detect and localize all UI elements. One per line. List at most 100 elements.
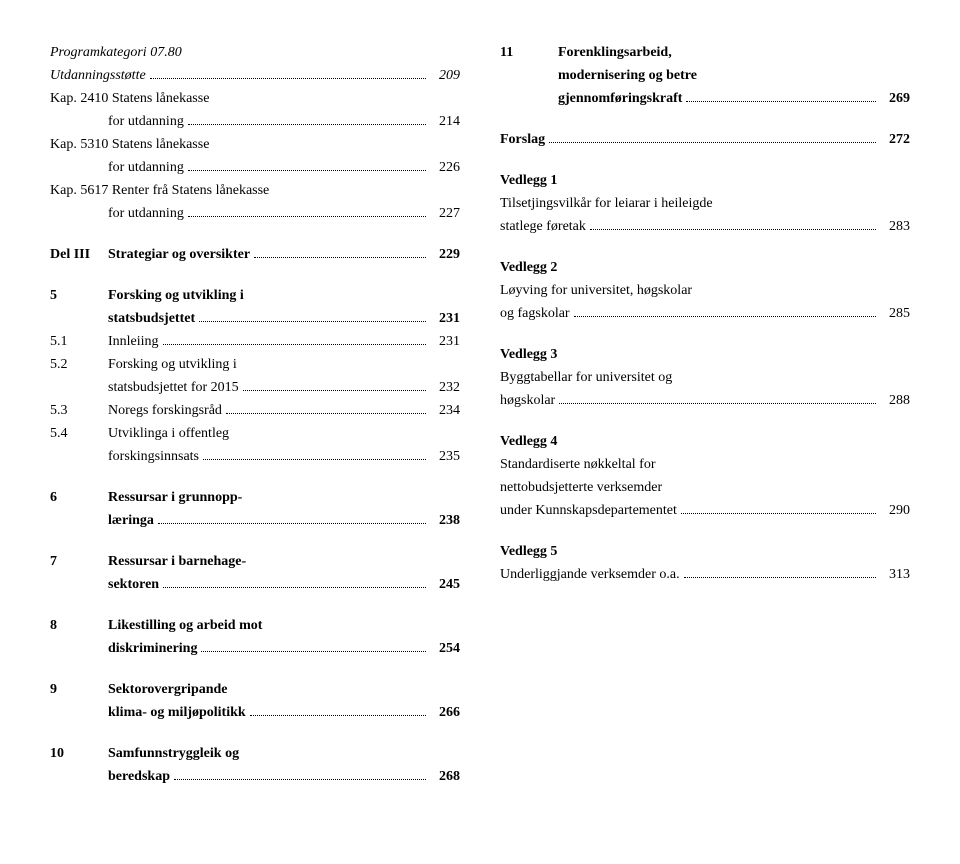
toc-text: Programkategori 07.80 — [50, 42, 182, 63]
toc-line: nettobudsjetterte verksemder — [500, 477, 910, 498]
toc-text: Forsking og utvikling i — [108, 285, 244, 306]
toc-dots — [250, 715, 426, 716]
toc-section-label: 11 — [500, 42, 558, 63]
toc-line: 6Ressursar i grunnopp- — [50, 487, 460, 508]
toc-text: Ressursar i barnehage- — [108, 551, 246, 572]
toc-line: 10Samfunnstryggleik og — [50, 743, 460, 764]
toc-text: Forenklingsarbeid, — [558, 42, 672, 63]
toc-section-label: 5.2 — [50, 354, 108, 375]
toc-gap — [50, 469, 460, 485]
toc-page: 238 — [430, 510, 460, 531]
toc-line: Vedlegg 5 — [500, 541, 910, 562]
toc-line: for utdanning226 — [50, 157, 460, 178]
toc-gap — [500, 523, 910, 539]
toc-text: høgskolar — [500, 390, 555, 411]
toc-page: 209 — [430, 65, 460, 86]
toc-gap — [500, 239, 910, 255]
toc-section-label: 6 — [50, 487, 108, 508]
toc-line: Kap. 2410 Statens lånekasse — [50, 88, 460, 109]
toc-dots — [163, 587, 426, 588]
toc-text: Underliggjande verksemder o.a. — [500, 564, 680, 585]
toc-text: Vedlegg 4 — [500, 431, 557, 452]
toc-dots — [574, 316, 876, 317]
toc-line: 8Likestilling og arbeid mot — [50, 615, 460, 636]
toc-page: 288 — [880, 390, 910, 411]
toc-line: Tilsetjingsvilkår for leiarar i heileigd… — [500, 193, 910, 214]
toc-text: for utdanning — [108, 157, 184, 178]
toc-gap — [500, 152, 910, 168]
toc-dots — [681, 513, 876, 514]
toc-page: 231 — [430, 308, 460, 329]
toc-line: Kap. 5617 Renter frå Statens lånekasse — [50, 180, 460, 201]
toc-line: 5Forsking og utvikling i — [50, 285, 460, 306]
toc-line: Vedlegg 1 — [500, 170, 910, 191]
toc-text: sektoren — [108, 574, 159, 595]
toc-line: Kap. 5310 Statens lånekasse — [50, 134, 460, 155]
toc-page: 234 — [430, 400, 460, 421]
toc-section-label: Del III — [50, 244, 108, 265]
toc-text: for utdanning — [108, 111, 184, 132]
toc-text: Innleiing — [108, 331, 159, 352]
toc-text: Sektorovergripande — [108, 679, 228, 700]
toc-line: Programkategori 07.80 — [50, 42, 460, 63]
toc-page: 235 — [430, 446, 460, 467]
toc-section-label: 5 — [50, 285, 108, 306]
toc-line: 9Sektorovergripande — [50, 679, 460, 700]
toc-text: forskingsinnsats — [108, 446, 199, 467]
toc-text: for utdanning — [108, 203, 184, 224]
toc-section-label: 8 — [50, 615, 108, 636]
toc-dots — [150, 78, 426, 79]
toc-line: Byggtabellar for universitet og — [500, 367, 910, 388]
toc-text: Utdanningsstøtte — [50, 65, 146, 86]
toc-page: 272 — [880, 129, 910, 150]
toc-dots — [686, 101, 876, 102]
toc-page: 232 — [430, 377, 460, 398]
toc-line: for utdanning 227 — [50, 203, 460, 224]
toc-page: 227 — [430, 203, 460, 224]
toc-dots — [590, 229, 876, 230]
toc-section-label: 5.4 — [50, 423, 108, 444]
toc-page: 254 — [430, 638, 460, 659]
toc-text: Noregs forskingsråd — [108, 400, 222, 421]
toc-text: Vedlegg 5 — [500, 541, 557, 562]
toc-gap — [50, 533, 460, 549]
toc-line: Standardiserte nøkkeltal for — [500, 454, 910, 475]
toc-text: statsbudsjettet — [108, 308, 195, 329]
toc-gap — [500, 111, 910, 127]
toc-line: sektoren 245 — [50, 574, 460, 595]
toc-text: Strategiar og oversikter — [108, 244, 250, 265]
toc-line: statsbudsjettet for 2015232 — [50, 377, 460, 398]
toc-line: gjennomføringskraft269 — [500, 88, 910, 109]
toc-text: Likestilling og arbeid mot — [108, 615, 262, 636]
toc-page: 313 — [880, 564, 910, 585]
toc-line: Vedlegg 4 — [500, 431, 910, 452]
toc-text: diskriminering — [108, 638, 197, 659]
toc-dots — [203, 459, 426, 460]
toc-text: Forsking og utvikling i — [108, 354, 237, 375]
toc-text: Samfunnstryggleik og — [108, 743, 239, 764]
toc-section-label: 5.3 — [50, 400, 108, 421]
toc-text: Utviklinga i offentleg — [108, 423, 229, 444]
toc-line: Forslag 272 — [500, 129, 910, 150]
toc-page: 245 — [430, 574, 460, 595]
toc-page: 268 — [430, 766, 460, 787]
toc-line: 5.4Utviklinga i offentleg — [50, 423, 460, 444]
toc-text: Byggtabellar for universitet og — [500, 367, 672, 388]
toc-dots — [684, 577, 876, 578]
toc-text: Kap. 2410 Statens lånekasse — [50, 88, 209, 109]
toc-line: Løyving for universitet, høgskolar — [500, 280, 910, 301]
toc-page: 266 — [430, 702, 460, 723]
toc-columns: Programkategori 07.80Utdanningsstøtte 209… — [50, 40, 910, 789]
toc-text: under Kunnskapsdepartementet — [500, 500, 677, 521]
toc-line: for utdanning214 — [50, 111, 460, 132]
toc-line: og fagskolar285 — [500, 303, 910, 324]
toc-dots — [174, 779, 426, 780]
toc-line: Utdanningsstøtte 209 — [50, 65, 460, 86]
toc-text: klima- og miljøpolitikk — [108, 702, 246, 723]
toc-dots — [188, 170, 426, 171]
toc-line: Underliggjande verksemder o.a. 313 — [500, 564, 910, 585]
toc-left-column: Programkategori 07.80Utdanningsstøtte 209… — [50, 40, 460, 789]
toc-gap — [50, 597, 460, 613]
toc-text: Vedlegg 3 — [500, 344, 557, 365]
toc-label: Forslag — [500, 129, 545, 150]
